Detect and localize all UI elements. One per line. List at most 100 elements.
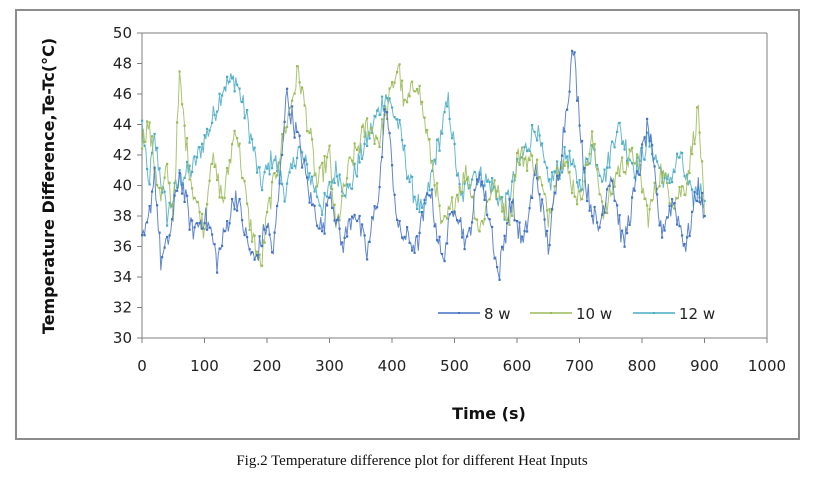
data-point — [686, 236, 689, 239]
data-point — [591, 215, 594, 218]
data-point — [331, 206, 334, 210]
data-point — [588, 152, 591, 155]
data-point — [243, 233, 246, 237]
data-point — [528, 149, 531, 152]
data-point — [176, 189, 179, 192]
data-point — [266, 225, 269, 228]
data-point — [246, 109, 249, 112]
data-point — [566, 108, 569, 111]
data-point — [333, 219, 336, 222]
data-point — [211, 233, 214, 236]
data-point — [321, 213, 324, 216]
data-point — [443, 260, 446, 263]
data-point — [398, 220, 401, 223]
data-point — [291, 167, 294, 170]
data-point — [403, 235, 406, 238]
data-point — [213, 165, 216, 168]
data-point — [526, 150, 529, 153]
data-point — [523, 157, 526, 161]
data-point — [301, 166, 304, 169]
data-point — [663, 176, 666, 180]
data-point — [143, 234, 146, 237]
data-point — [396, 118, 399, 121]
data-point — [656, 160, 659, 163]
data-point — [581, 198, 584, 201]
data-point — [551, 208, 554, 211]
data-point — [476, 218, 479, 221]
data-point — [143, 140, 146, 143]
data-point — [263, 241, 266, 244]
data-point — [681, 234, 684, 237]
data-point — [246, 236, 249, 239]
data-point — [581, 188, 584, 191]
data-point — [333, 203, 336, 206]
data-point — [208, 129, 211, 132]
data-point — [693, 190, 696, 194]
data-point — [416, 235, 419, 238]
data-point — [506, 219, 509, 222]
data-point — [146, 167, 149, 171]
data-point — [651, 144, 654, 147]
data-point — [263, 171, 266, 174]
data-point — [658, 166, 661, 169]
data-point — [563, 164, 566, 167]
data-point — [453, 210, 456, 213]
data-point — [203, 227, 206, 230]
data-point — [613, 185, 616, 188]
data-point — [488, 198, 491, 201]
data-point — [211, 121, 214, 124]
data-point — [351, 187, 354, 190]
data-point — [691, 188, 694, 191]
data-point — [421, 211, 424, 214]
data-point — [181, 192, 184, 195]
legend-marker — [550, 312, 552, 314]
data-point — [286, 182, 289, 185]
data-point — [188, 228, 191, 231]
data-point — [526, 169, 529, 172]
data-point — [478, 173, 481, 176]
data-point — [346, 177, 349, 180]
data-point — [301, 86, 304, 89]
data-point — [208, 226, 211, 229]
data-point — [403, 144, 406, 147]
data-point — [523, 146, 526, 149]
data-point — [183, 176, 186, 179]
data-point — [666, 181, 669, 184]
data-point — [408, 180, 411, 184]
data-point — [648, 208, 651, 211]
data-point — [418, 210, 421, 214]
data-point — [616, 204, 619, 207]
data-point — [401, 236, 404, 239]
data-point — [468, 184, 471, 187]
x-tick-label: 1000 — [748, 357, 786, 375]
data-point — [501, 210, 504, 213]
data-point — [263, 228, 266, 231]
data-point — [603, 168, 606, 171]
data-point — [303, 159, 306, 162]
data-point — [216, 110, 219, 113]
data-point — [531, 124, 534, 127]
data-point — [473, 188, 476, 192]
data-point — [328, 181, 331, 184]
data-point — [543, 160, 546, 163]
data-point — [261, 189, 264, 192]
data-point — [176, 121, 179, 124]
data-point — [328, 196, 331, 199]
data-point — [186, 194, 189, 197]
data-point — [651, 152, 654, 155]
data-point — [533, 130, 536, 133]
data-point — [378, 145, 381, 148]
data-point — [498, 278, 501, 281]
data-point — [143, 144, 146, 147]
data-point — [673, 170, 676, 173]
data-point — [568, 170, 571, 174]
data-point — [558, 177, 561, 180]
data-point — [691, 153, 694, 156]
data-point — [576, 99, 579, 102]
data-point — [251, 240, 254, 243]
x-tick-label: 600 — [503, 357, 532, 375]
data-point — [213, 113, 216, 116]
legend-item: 12 w — [633, 305, 715, 323]
data-point — [573, 51, 576, 54]
data-point — [221, 244, 224, 247]
